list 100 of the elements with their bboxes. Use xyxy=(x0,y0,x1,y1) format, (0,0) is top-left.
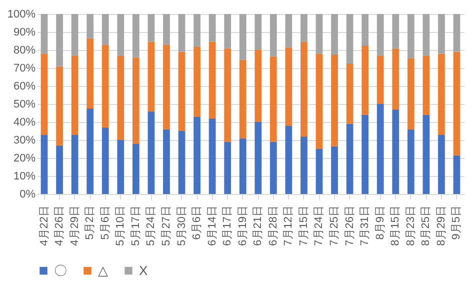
x-tick-label: 4月22日 xyxy=(38,206,50,246)
bar xyxy=(422,114,430,194)
y-tick-label: 30% xyxy=(13,134,36,146)
bar xyxy=(362,46,369,115)
bar xyxy=(346,64,354,124)
bar xyxy=(178,131,186,194)
bar xyxy=(300,14,308,42)
x-tick-label: 7月31日 xyxy=(359,206,372,246)
bar xyxy=(148,42,155,112)
bar xyxy=(300,42,308,136)
x-tick-label: 5月6日 xyxy=(99,206,112,240)
x-tick-label: 8月29日 xyxy=(435,206,448,246)
bar xyxy=(438,14,445,54)
x-tick-label: 7月25日 xyxy=(328,206,341,246)
bar xyxy=(163,44,170,130)
bar xyxy=(285,14,292,48)
bar xyxy=(224,14,232,48)
bar xyxy=(86,108,94,194)
bar xyxy=(117,14,124,56)
bar xyxy=(316,149,323,194)
bar xyxy=(132,57,140,144)
x-tick-label: 6月21日 xyxy=(252,206,264,246)
bar xyxy=(208,118,216,194)
x-tick-label: 8月15日 xyxy=(390,206,402,246)
x-tick-label: 8月9日 xyxy=(374,206,386,240)
bar xyxy=(86,38,94,108)
bar xyxy=(438,134,445,194)
x-tick-label: 6月28日 xyxy=(267,206,280,246)
bar xyxy=(316,54,323,149)
bar xyxy=(163,129,170,194)
bar xyxy=(331,54,338,146)
bar xyxy=(132,14,140,58)
x-tick-label: 8月23日 xyxy=(404,206,417,246)
bar xyxy=(40,134,48,194)
bar xyxy=(407,58,414,130)
bar xyxy=(376,14,384,56)
x-tick-label: 9月5日 xyxy=(450,206,463,240)
bar xyxy=(40,14,48,54)
y-tick-label: 20% xyxy=(13,152,36,164)
bar xyxy=(239,138,246,194)
legend-label: 〇 xyxy=(54,262,67,278)
x-tick-label: 7月26日 xyxy=(344,206,356,246)
bar xyxy=(102,14,109,45)
bar xyxy=(362,114,369,194)
bar xyxy=(270,14,277,56)
bar xyxy=(254,50,262,122)
y-tick-label: 50% xyxy=(13,98,36,110)
bar xyxy=(331,14,338,54)
bar xyxy=(362,14,369,46)
bar xyxy=(392,14,400,48)
bar xyxy=(270,142,277,194)
y-tick-label: 90% xyxy=(13,26,36,38)
bar xyxy=(254,14,262,50)
bar xyxy=(285,47,292,126)
y-tick-label: 40% xyxy=(13,116,36,128)
x-tick-label: 8月25日 xyxy=(420,206,432,246)
bar xyxy=(346,124,354,194)
bar xyxy=(392,48,400,110)
bar xyxy=(71,14,78,56)
x-tick-label: 7月24日 xyxy=(313,206,326,246)
x-tick-label: 5月2日 xyxy=(84,206,96,240)
bar xyxy=(117,55,124,140)
y-tick-label: 70% xyxy=(13,62,36,74)
x-tick-label: 7月12日 xyxy=(282,206,295,246)
x-tick-label: 5月30日 xyxy=(176,206,188,246)
bar xyxy=(148,111,155,194)
x-tick-label: 6月6日 xyxy=(191,206,204,240)
bar xyxy=(407,14,414,58)
bar xyxy=(239,60,246,138)
legend-label: X xyxy=(139,262,148,278)
x-tick-label: 5月24日 xyxy=(145,206,158,246)
bar xyxy=(56,14,63,66)
legend-label: △ xyxy=(98,262,108,278)
bar xyxy=(316,14,323,54)
x-tick-label: 5月10日 xyxy=(114,206,127,246)
bar xyxy=(422,55,430,115)
bar xyxy=(132,144,140,194)
bar xyxy=(86,14,94,38)
x-tick-label: 6月17日 xyxy=(222,206,234,246)
bar xyxy=(163,14,170,45)
bar xyxy=(453,155,460,194)
x-tick-label: 7月15日 xyxy=(298,206,310,246)
x-tick-label: 4月29日 xyxy=(68,206,81,246)
bar xyxy=(453,52,460,156)
bar xyxy=(270,56,277,142)
bar xyxy=(407,129,414,194)
bar xyxy=(71,134,78,194)
bar xyxy=(376,104,384,194)
x-tick-label: 5月17日 xyxy=(130,206,142,246)
x-tick-label: 5月27日 xyxy=(160,206,172,246)
bar xyxy=(208,14,216,42)
bar xyxy=(422,14,430,56)
bar xyxy=(224,48,232,142)
bar xyxy=(117,140,124,194)
x-tick-label: 6月19日 xyxy=(236,206,249,246)
bar xyxy=(56,66,63,146)
bar xyxy=(438,54,445,135)
x-tick-label: 6月14日 xyxy=(206,206,218,246)
bar xyxy=(148,14,155,42)
bar xyxy=(208,42,216,118)
